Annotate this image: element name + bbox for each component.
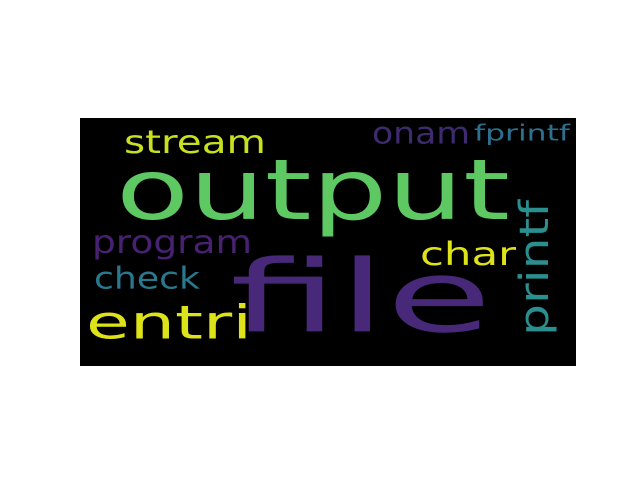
word-printf: printf — [512, 200, 559, 336]
word-onam: onam — [372, 115, 470, 151]
word-entri: entri — [86, 296, 252, 350]
word-cloud: output file entri program stream char ch… — [80, 118, 576, 366]
word-file: file — [230, 239, 492, 356]
word-char: char — [420, 235, 516, 273]
word-stream: stream — [124, 123, 266, 161]
word-check: check — [94, 260, 200, 297]
word-fprintf: fprintf — [474, 119, 570, 147]
word-program: program — [92, 223, 252, 261]
word-output: output — [116, 141, 510, 239]
